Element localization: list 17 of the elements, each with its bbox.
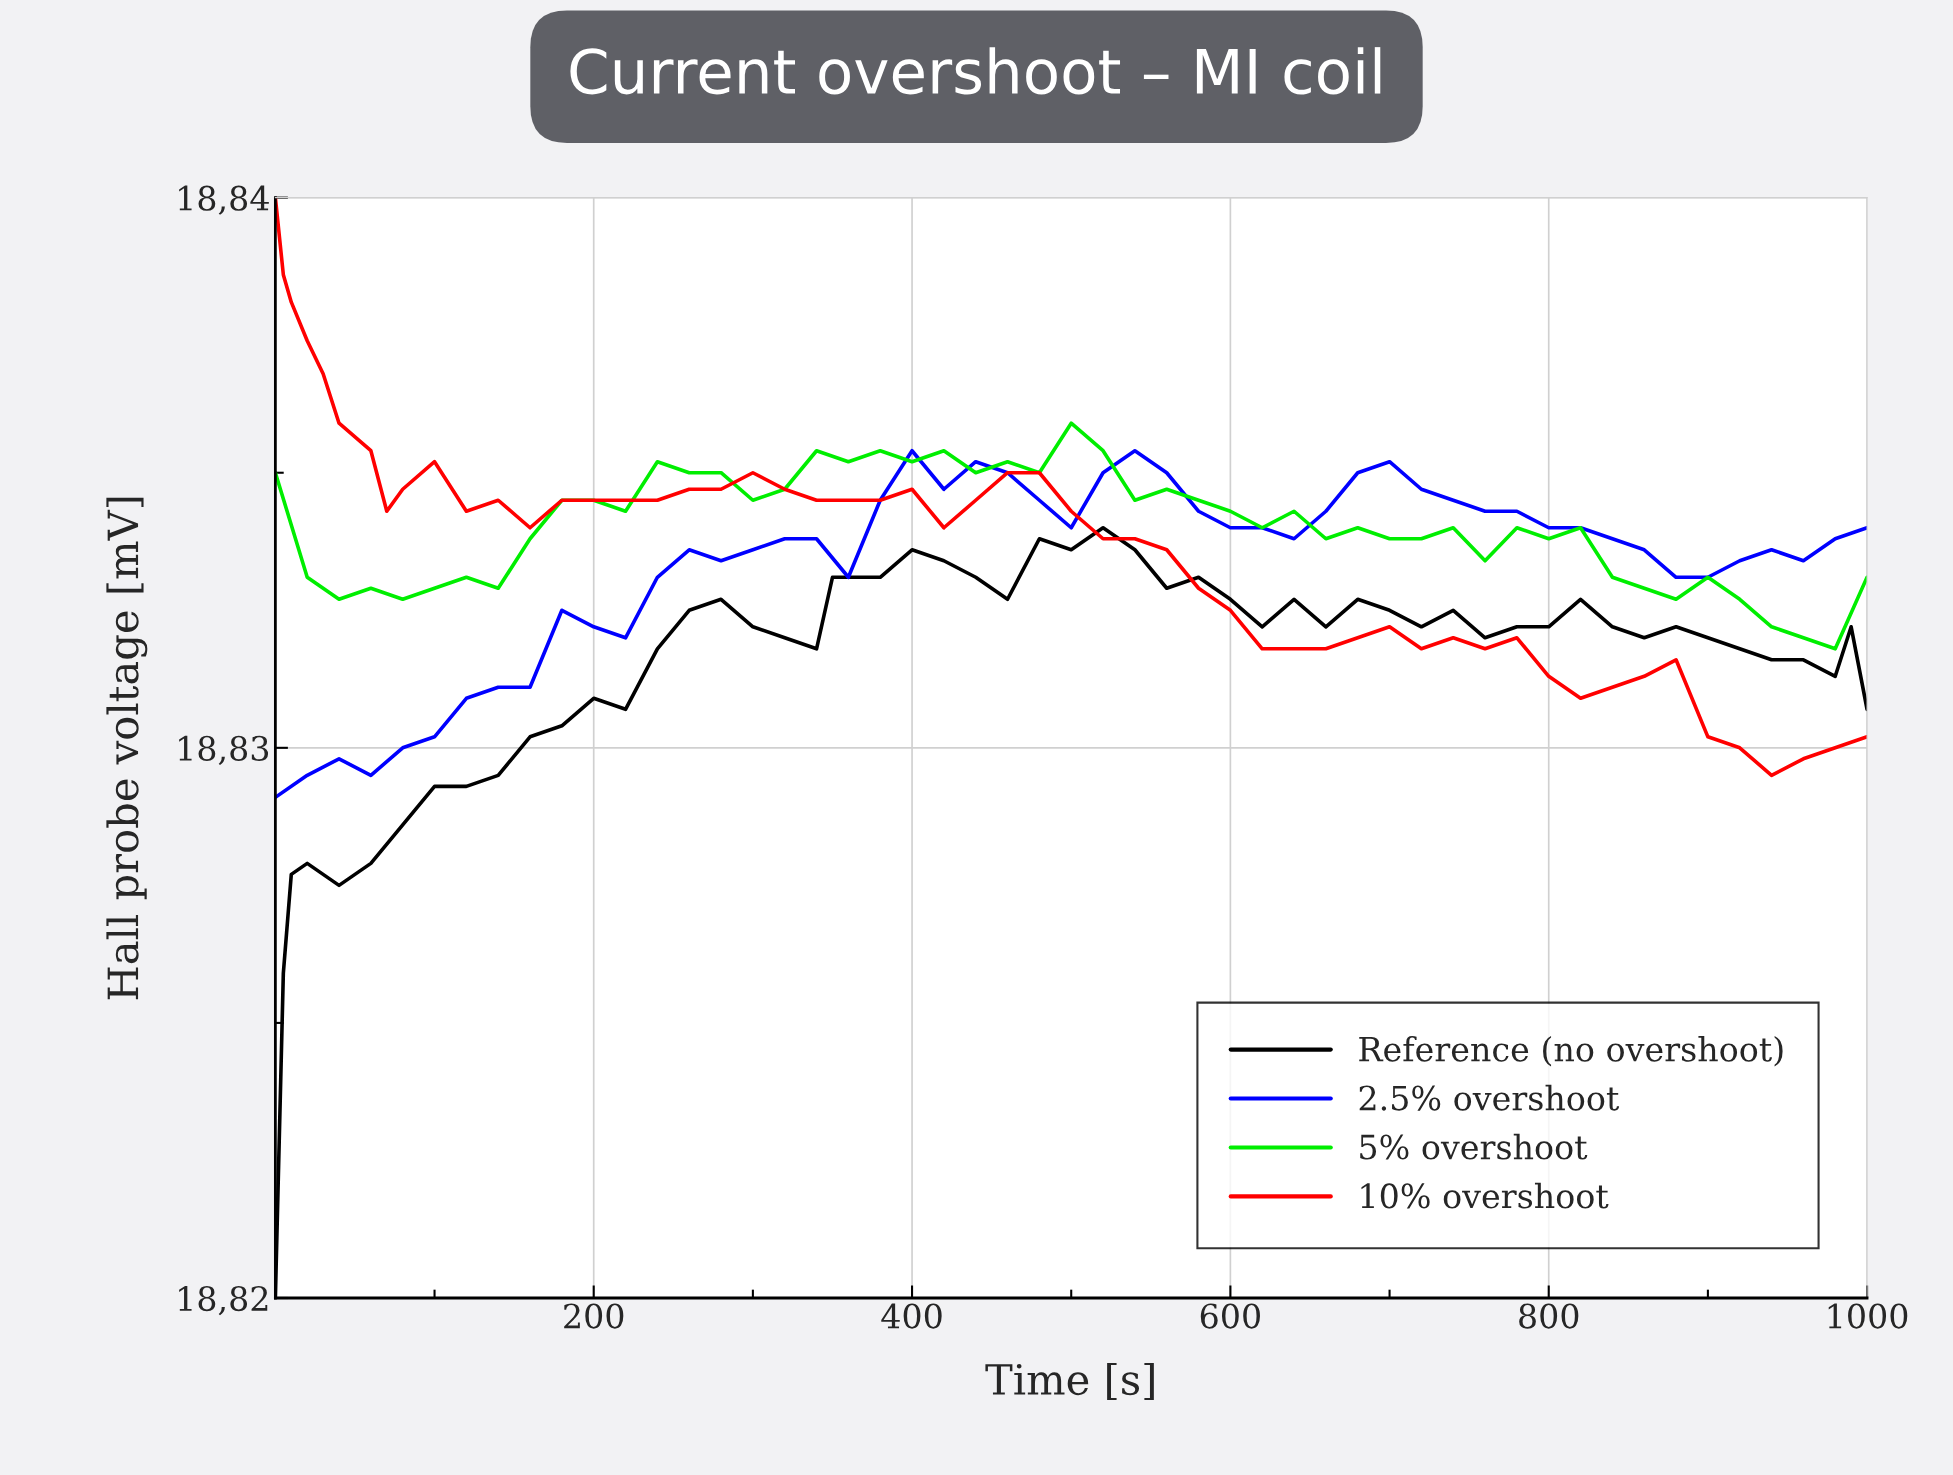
x-axis-title: Time [s] bbox=[985, 1362, 1154, 1401]
y-axis-title: Hall probe voltage [mV] bbox=[106, 497, 148, 1000]
legend-label: 2.5% overshoot bbox=[1359, 1084, 1620, 1111]
x-tick-label: 600 bbox=[1200, 1303, 1260, 1329]
x-tick-label: 400 bbox=[881, 1303, 942, 1329]
y-tick-label: 18,84 bbox=[179, 185, 269, 215]
x-tick-label: 1000 bbox=[1828, 1303, 1908, 1329]
y-tick-label: 18,82 bbox=[179, 1285, 268, 1316]
line-series bbox=[275, 421, 1868, 651]
chart-title: Current overshoot – MI coil bbox=[570, 47, 1381, 95]
legend-label: 10% overshoot bbox=[1361, 1182, 1609, 1209]
x-tick-label: 800 bbox=[1519, 1303, 1579, 1329]
y-tick-label: 18,83 bbox=[179, 735, 269, 766]
legend-label: Reference (no overshoot) bbox=[1359, 1035, 1783, 1067]
x-tick-label: 200 bbox=[564, 1303, 624, 1329]
legend-label: 5% overshoot bbox=[1360, 1133, 1588, 1160]
line-series bbox=[275, 448, 1868, 800]
